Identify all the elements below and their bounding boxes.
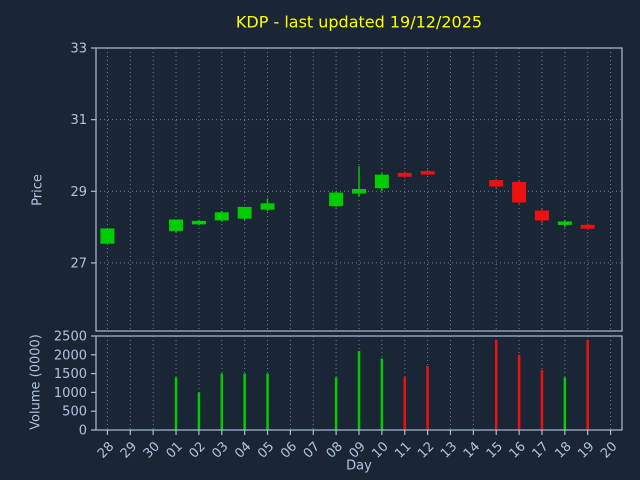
svg-text:29: 29 [70, 185, 87, 200]
svg-text:2000: 2000 [54, 348, 87, 363]
svg-text:27: 27 [70, 256, 87, 271]
svg-text:06: 06 [278, 439, 300, 461]
volume-bars [174, 339, 589, 430]
svg-text:30: 30 [141, 439, 163, 461]
axes-frame [91, 47, 623, 435]
svg-text:11: 11 [392, 439, 414, 461]
svg-text:10: 10 [369, 439, 391, 461]
svg-text:33: 33 [70, 42, 87, 57]
svg-text:29: 29 [118, 439, 140, 461]
svg-text:19: 19 [575, 439, 597, 461]
svg-text:05: 05 [255, 439, 277, 461]
svg-text:17: 17 [529, 439, 551, 461]
svg-text:2500: 2500 [54, 330, 87, 345]
svg-text:18: 18 [552, 439, 574, 461]
svg-text:1000: 1000 [54, 386, 87, 401]
svg-text:15: 15 [484, 439, 506, 461]
svg-text:08: 08 [324, 439, 346, 461]
svg-text:28: 28 [95, 439, 117, 461]
svg-text:1500: 1500 [54, 367, 87, 382]
x-axis-label: Day [346, 458, 372, 474]
svg-text:20: 20 [598, 439, 620, 461]
svg-text:09: 09 [347, 439, 369, 461]
candlesticks [100, 166, 595, 244]
svg-text:31: 31 [70, 113, 87, 128]
svg-text:04: 04 [232, 439, 254, 461]
svg-text:01: 01 [164, 439, 186, 461]
chart-title: KDP - last updated 19/12/2025 [235, 12, 483, 32]
svg-text:16: 16 [507, 439, 529, 461]
svg-text:03: 03 [209, 439, 231, 461]
svg-text:13: 13 [438, 439, 460, 461]
svg-text:500: 500 [62, 405, 87, 420]
svg-text:0: 0 [79, 424, 87, 439]
svg-text:02: 02 [186, 439, 208, 461]
svg-text:12: 12 [415, 439, 437, 461]
svg-text:14: 14 [461, 439, 483, 461]
svg-text:07: 07 [301, 439, 323, 461]
